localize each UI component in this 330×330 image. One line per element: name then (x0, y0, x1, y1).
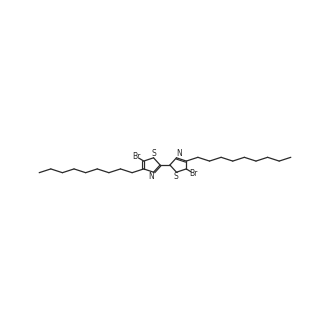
Text: S: S (151, 149, 156, 158)
Text: N: N (148, 172, 154, 181)
Text: Br: Br (190, 169, 198, 178)
Text: N: N (176, 149, 182, 158)
Text: Br: Br (132, 152, 140, 161)
Text: S: S (174, 172, 179, 181)
